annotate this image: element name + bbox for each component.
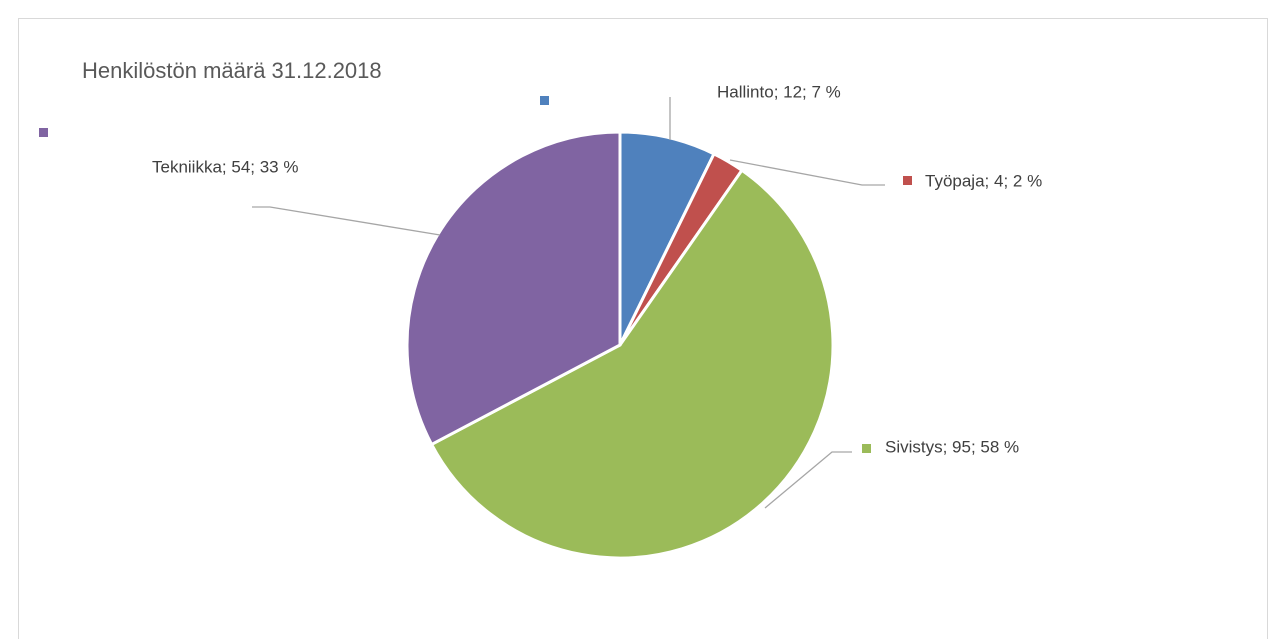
leader-line	[729, 159, 885, 186]
label-marker	[540, 96, 549, 105]
label-marker	[39, 128, 48, 137]
data-label: Sivistys; 95; 58 %	[885, 437, 1019, 456]
leader-line	[252, 206, 441, 236]
data-label: Työpaja; 4; 2 %	[925, 171, 1042, 190]
chart-title: Henkilöstön määrä 31.12.2018	[82, 58, 382, 83]
label-marker	[903, 176, 912, 185]
label-marker	[862, 444, 871, 453]
pie-slice	[618, 130, 716, 346]
pie-slice	[429, 168, 835, 560]
data-label: Hallinto; 12; 7 %	[717, 82, 841, 101]
leader-line	[764, 451, 852, 509]
data-label: Tekniikka; 54; 33 %	[152, 157, 298, 176]
